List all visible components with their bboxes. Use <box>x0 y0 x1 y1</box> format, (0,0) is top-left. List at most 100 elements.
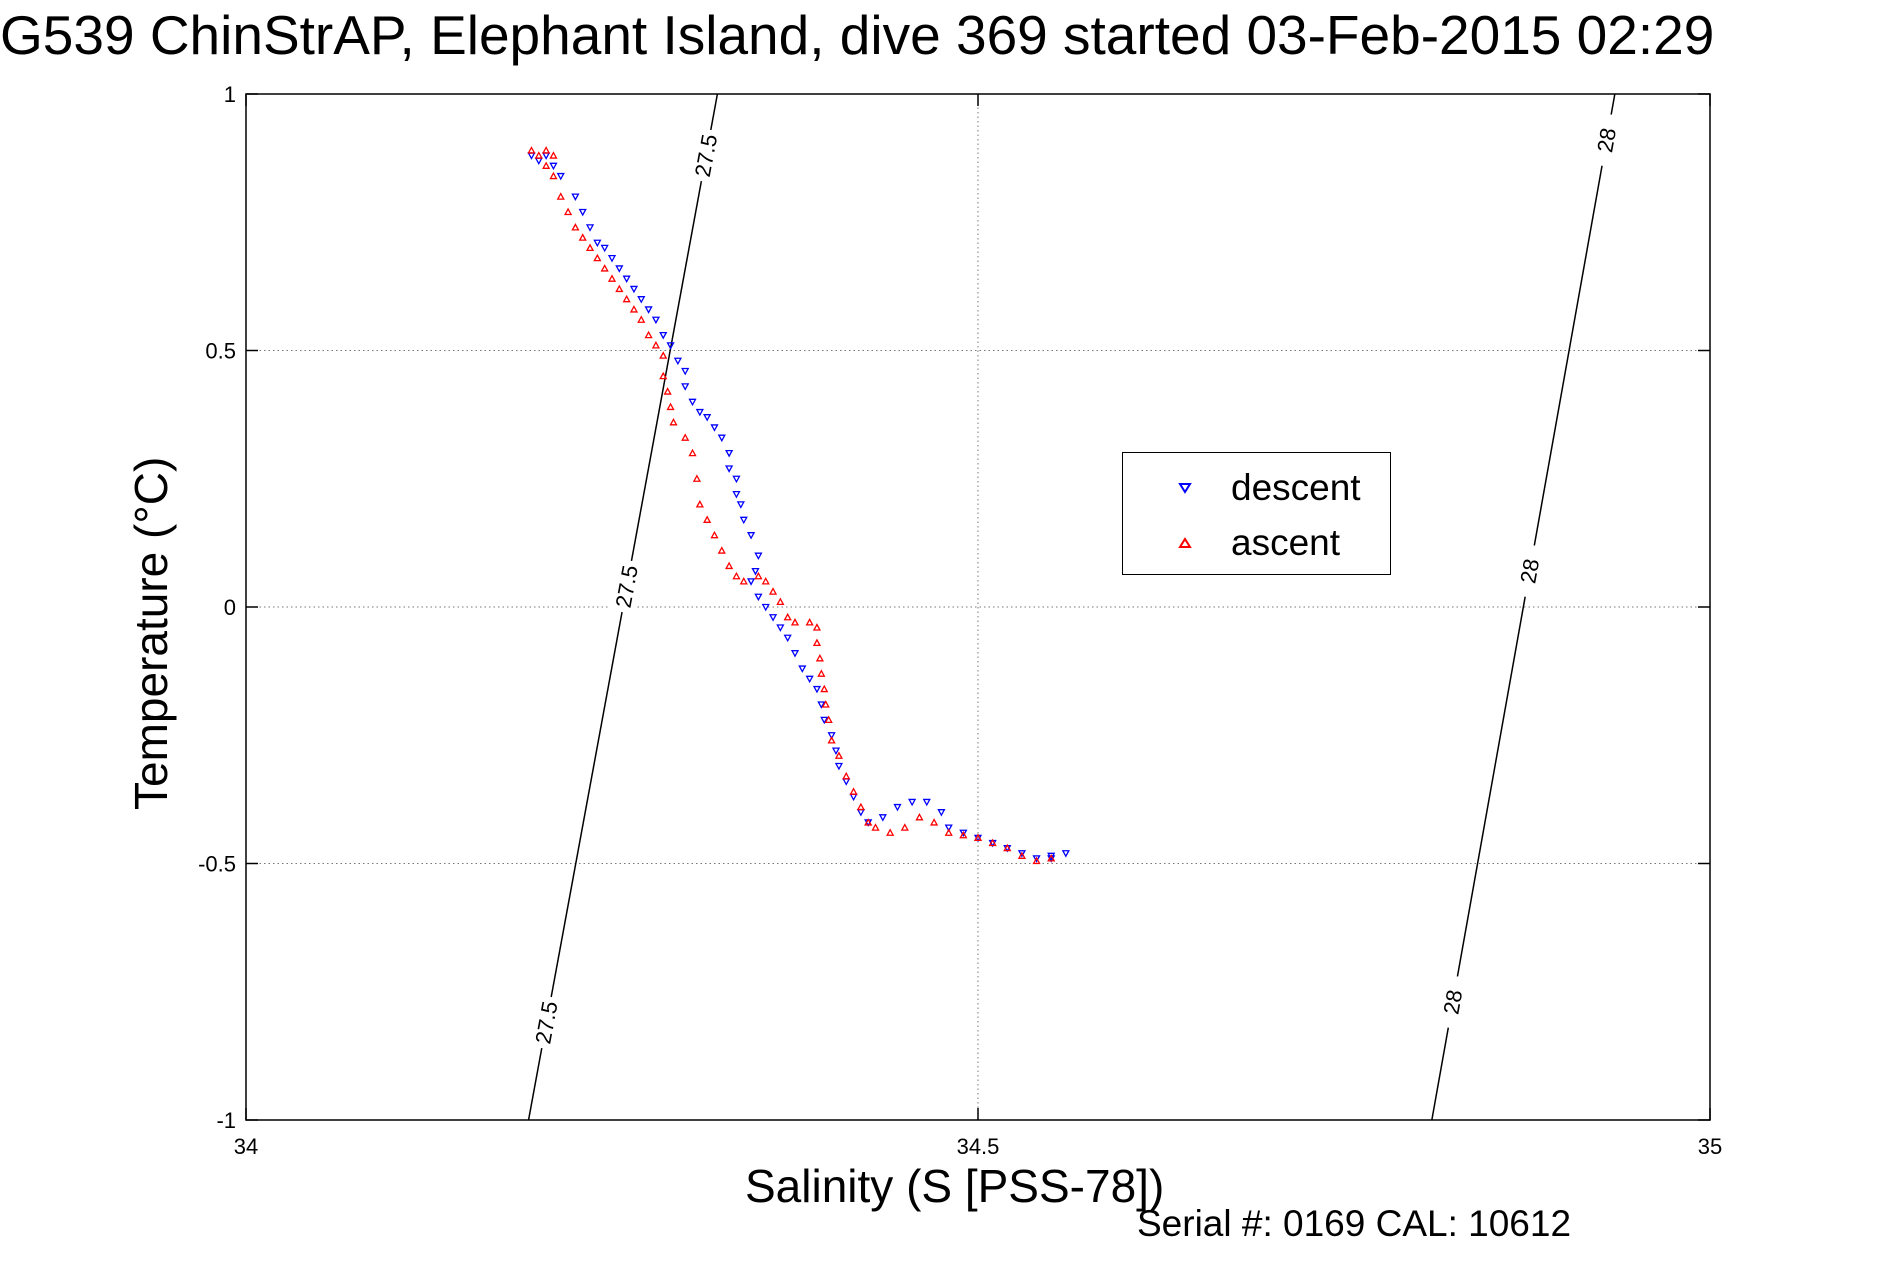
ascent-point <box>842 771 851 780</box>
ascent-point <box>783 612 792 621</box>
isopycnal-label-background <box>1512 543 1548 599</box>
legend: descent ascent <box>1122 452 1391 575</box>
descent-point <box>834 762 844 771</box>
ascent-point <box>659 371 668 380</box>
isopycnal-label-background <box>1435 974 1471 1030</box>
legend-item-descent: descent <box>1123 463 1390 513</box>
isopycnal-label-background <box>688 127 724 184</box>
descent-point <box>817 701 826 709</box>
isopycnal-label-background <box>609 558 645 615</box>
ascent-point <box>659 351 668 359</box>
ascent-point <box>871 823 880 831</box>
ascent-point <box>815 653 824 662</box>
ascent-point <box>754 571 763 580</box>
ascent-point <box>820 684 829 693</box>
ascent-point <box>527 146 536 154</box>
descent-point <box>556 172 565 181</box>
ascent-point <box>739 576 748 585</box>
descent-point <box>725 449 734 458</box>
isopycnal-label: 27.5 <box>690 132 722 179</box>
ascent-point <box>637 315 646 323</box>
descent-point <box>768 614 778 622</box>
descent-point <box>651 316 661 325</box>
isopycnal-label-background <box>1589 112 1624 169</box>
descent-point <box>1047 852 1056 861</box>
descent-point <box>937 809 946 817</box>
ascent-point <box>900 823 909 831</box>
ascent-point <box>663 387 672 395</box>
ascent-point <box>790 618 800 626</box>
descent-point <box>629 285 639 294</box>
ascent-point <box>824 715 833 724</box>
ascent-point <box>593 253 602 262</box>
descent-point <box>593 239 602 248</box>
ascent-point <box>556 192 565 200</box>
descent-point <box>849 793 858 802</box>
descent-point <box>585 224 595 232</box>
descent-point <box>754 593 763 602</box>
ascent-point <box>542 161 551 169</box>
ascent-point <box>805 618 814 626</box>
ascent-point <box>821 700 830 708</box>
isopycnal-label: 28 <box>1592 126 1621 154</box>
ascent-point <box>651 341 661 349</box>
descent-point <box>637 296 646 304</box>
ascent-point <box>1017 851 1027 859</box>
ascent-point <box>695 500 704 508</box>
y-tick-label: -1 <box>216 1108 236 1133</box>
ascent-point <box>666 402 675 411</box>
ascent-point <box>681 433 690 441</box>
descent-point <box>798 665 807 673</box>
ascent-point <box>768 587 778 595</box>
ascent-point <box>732 571 741 580</box>
descent-point <box>893 803 902 812</box>
ascent-point <box>834 751 844 759</box>
y-tick-label: 0.5 <box>205 339 236 364</box>
ascent-point <box>776 597 785 606</box>
ascent-point <box>944 828 953 836</box>
descent-point <box>790 650 800 658</box>
descent-point <box>746 532 756 540</box>
isopycnal-label: 27.5 <box>530 999 562 1046</box>
descent-point <box>703 414 712 422</box>
ascent-point <box>1003 843 1012 852</box>
descent-point <box>739 516 748 525</box>
descent-point <box>688 398 697 407</box>
ascent-point <box>864 818 873 826</box>
descent-point <box>681 367 690 376</box>
ascent-point <box>988 838 997 847</box>
y-tick-label: 1 <box>224 82 236 107</box>
descent-point <box>673 357 682 366</box>
isopycnal-label-background <box>529 994 564 1051</box>
legend-label-descent: descent <box>1231 467 1361 508</box>
ascent-point <box>549 171 558 180</box>
descent-point <box>732 490 741 499</box>
ascent-point <box>542 146 551 154</box>
ascent-point <box>812 638 822 647</box>
ascent-point <box>578 233 587 241</box>
legend-label-ascent: ascent <box>1231 522 1341 563</box>
chart-title: G539 ChinStrAP, Elephant Island, dive 36… <box>0 4 1715 66</box>
ascent-point <box>817 669 826 677</box>
ascent-point <box>534 151 543 159</box>
ascent-point <box>915 812 924 821</box>
descent-point <box>842 778 851 786</box>
descent-marker-icon <box>1178 483 1192 494</box>
ascent-point <box>973 833 983 841</box>
descent-point <box>754 552 763 561</box>
ascent-point <box>725 561 734 570</box>
descent-point <box>959 829 968 838</box>
serial-cal-note: Serial #: 0169 CAL: 10612 <box>1137 1203 1572 1244</box>
ascent-marker-icon <box>1178 537 1192 548</box>
ascent-point <box>629 305 639 313</box>
y-tick-label: 0 <box>224 595 236 620</box>
ascent-point <box>703 515 712 523</box>
ascent-point <box>812 623 822 631</box>
descent-point <box>542 152 551 160</box>
descent-point <box>751 567 760 576</box>
ascent-point <box>1032 856 1041 865</box>
ascent-point <box>688 448 697 457</box>
descent-point <box>944 824 953 832</box>
